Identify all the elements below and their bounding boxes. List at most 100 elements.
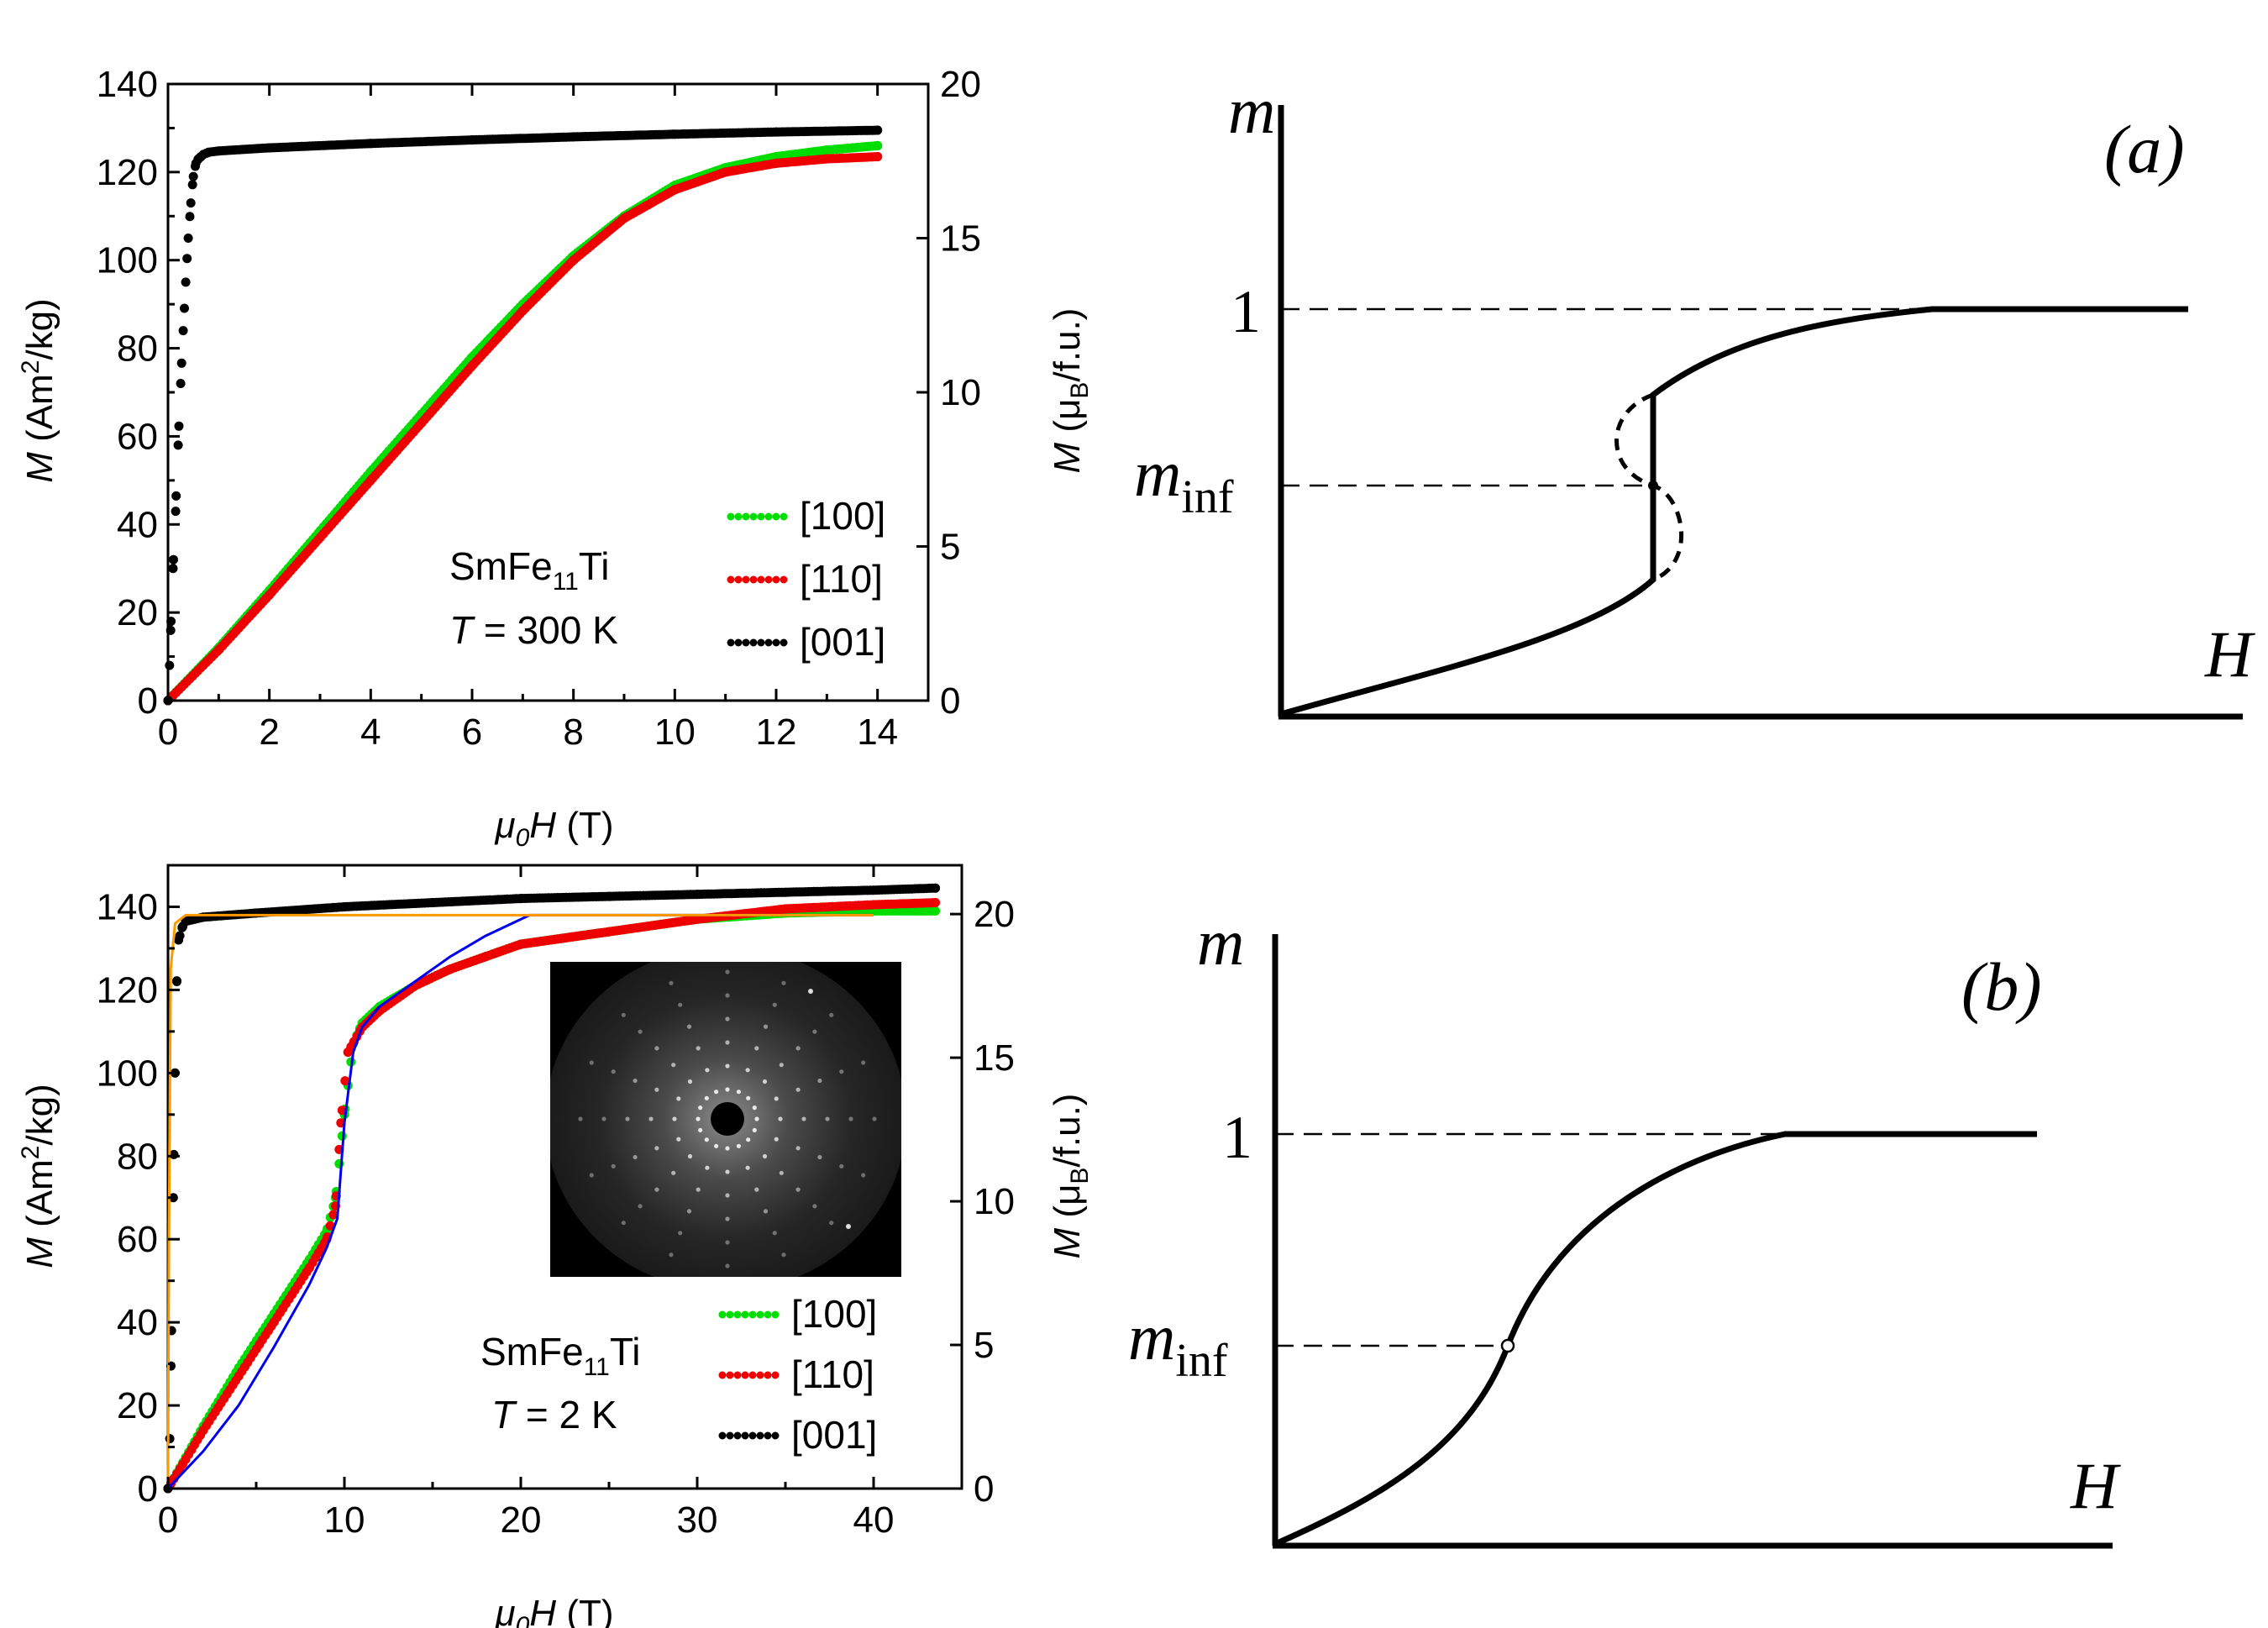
y-tick-label-left: 100 <box>97 240 158 281</box>
diffraction-spot <box>687 1153 693 1159</box>
diffraction-spot <box>801 1116 806 1121</box>
temperature-label: T = 2 K <box>491 1393 617 1436</box>
diffraction-spot <box>714 1143 719 1148</box>
legend-label: [100] <box>800 494 885 538</box>
x-tick-label: 4 <box>360 712 381 753</box>
y-tick-label-right: 20 <box>940 64 981 105</box>
x-axis-label: μ0H (T) <box>495 805 614 852</box>
panel-label: (b) <box>1961 948 2042 1025</box>
legend-item: [110] <box>727 557 883 601</box>
diffraction-spot <box>589 1173 594 1178</box>
diffraction-spot <box>817 1078 822 1084</box>
data-point <box>175 931 185 941</box>
legend-marker <box>772 575 780 584</box>
y-tick-label-right: 5 <box>974 1325 994 1366</box>
legend-marker <box>734 638 743 647</box>
diffraction-spot <box>714 1090 719 1095</box>
annotation: SmFe11Ti T = 300 K <box>449 544 618 652</box>
diffraction-spot <box>611 1069 616 1074</box>
legend-marker <box>756 1371 764 1379</box>
y-axis-label-left: M (Am2/kg) <box>17 298 60 483</box>
plot-frame <box>166 864 963 1490</box>
x-tick-label: 20 <box>501 1499 542 1541</box>
diffraction-spot <box>696 1046 701 1051</box>
y-tick-label-left: 120 <box>97 969 158 1011</box>
data-point <box>171 507 181 517</box>
legend-marker <box>748 1310 757 1319</box>
beam-stop <box>711 1102 744 1136</box>
diffraction-spot <box>725 1169 730 1174</box>
diffraction-spot <box>704 1137 709 1142</box>
diffraction-spot <box>654 1146 659 1151</box>
legend-item: [100] <box>718 1292 877 1336</box>
diffraction-spot <box>772 1231 777 1236</box>
legend-label: [110] <box>800 557 883 601</box>
magnetization-curve <box>1280 306 2188 717</box>
legend-label: [100] <box>791 1292 877 1336</box>
diffraction-spot <box>778 1116 783 1121</box>
diffraction-spots <box>578 969 877 1268</box>
data-point <box>873 140 883 150</box>
legend-marker <box>748 1431 757 1440</box>
legend-item: [001] <box>718 1413 877 1457</box>
legend-marker <box>742 575 750 584</box>
y-tick-label-right: 5 <box>940 527 960 568</box>
legend-marker <box>757 512 765 521</box>
y-tick-label-left: 100 <box>97 1053 158 1094</box>
diffraction-spot <box>725 969 730 974</box>
legend-marker <box>764 638 773 647</box>
diffraction-spot <box>704 1095 709 1100</box>
diffraction-spot <box>696 1187 701 1192</box>
diffraction-spot <box>861 1060 866 1065</box>
diffraction-spot <box>746 1095 751 1100</box>
diffraction-spot <box>725 993 730 998</box>
data-point <box>187 180 197 190</box>
legend-marker <box>742 512 750 521</box>
legend-label: [001] <box>800 620 885 664</box>
legend: [100] [110] [001] <box>727 494 885 664</box>
diffraction-spot <box>795 1046 801 1051</box>
y-tick-label-right: 0 <box>940 680 960 722</box>
diffraction-spot <box>648 1116 654 1121</box>
inflection-point <box>1500 1338 1515 1353</box>
diffraction-spot <box>861 1173 866 1178</box>
diffraction-spot <box>839 1069 844 1074</box>
y-tick-label-left: 0 <box>138 680 158 722</box>
diffraction-spot <box>846 1224 851 1229</box>
diffraction-spot <box>671 1063 676 1068</box>
axis-ticks: 0 10 20 30 40 0 20 40 60 80 100 120 140 0 5 10 15 20 <box>97 865 1015 1541</box>
diffraction-spot <box>686 1209 692 1214</box>
diffraction-spot <box>736 1143 742 1148</box>
diffraction-spot <box>829 1221 834 1226</box>
diffraction-spot <box>754 1187 759 1192</box>
diffraction-spot <box>779 1063 784 1068</box>
diffraction-spot <box>725 1040 730 1045</box>
y-tick-label-right: 10 <box>940 372 981 413</box>
data-point <box>165 625 176 635</box>
legend-marker <box>749 575 758 584</box>
y-tick-label-left: 140 <box>97 64 158 105</box>
legend-marker <box>741 1431 749 1440</box>
legend-marker <box>733 1431 742 1440</box>
legend-marker <box>764 512 773 521</box>
legend-marker <box>718 1371 727 1379</box>
y-tick-label-left: 60 <box>117 416 158 457</box>
legend-marker <box>764 575 773 584</box>
x-tick-label: 14 <box>857 712 898 753</box>
diffraction-spot <box>752 1105 757 1111</box>
y-tick-label-left: 20 <box>117 592 158 633</box>
diffraction-spot <box>812 1204 817 1209</box>
series-110 <box>163 898 940 1494</box>
x-tick-label: 0 <box>158 1499 178 1541</box>
legend-marker <box>749 638 758 647</box>
y-tick-label-left: 40 <box>117 504 158 545</box>
y-tick-label-left: 20 <box>117 1385 158 1426</box>
series-fit-3 <box>166 913 874 1490</box>
diffraction-spot <box>754 1046 759 1051</box>
diffraction-inset <box>550 962 901 1277</box>
y-tick-label-left: 40 <box>117 1302 158 1343</box>
diffraction-spot <box>745 1068 750 1073</box>
x-axis-label: H <box>2204 617 2255 691</box>
data-point <box>169 554 178 565</box>
